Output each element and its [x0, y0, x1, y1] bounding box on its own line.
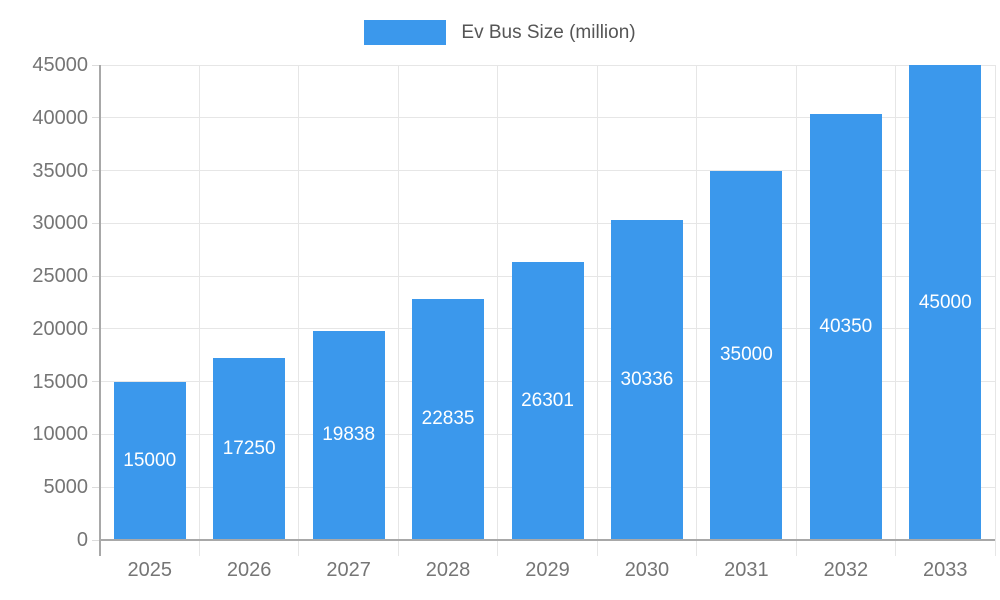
- x-axis-label: 2025: [127, 559, 172, 581]
- bar[interactable]: 35000: [710, 170, 783, 540]
- y-axis-label: 25000: [32, 265, 88, 288]
- bar-value-label: 40350: [819, 316, 873, 338]
- legend-item[interactable]: Ev Bus Size (million): [364, 20, 636, 45]
- bar-value-label: 45000: [918, 291, 972, 313]
- y-axis-label: 35000: [32, 159, 88, 182]
- x-axis-label: 2030: [624, 559, 670, 581]
- x-axis-line: [100, 539, 995, 541]
- bar[interactable]: 17250: [213, 357, 286, 540]
- bar-value-label: 19838: [322, 424, 376, 446]
- h-gridline: [100, 170, 995, 172]
- bar[interactable]: 30336: [610, 219, 683, 540]
- y-axis-label: 45000: [32, 54, 88, 76]
- bar-value-label: 35000: [719, 344, 773, 366]
- y-axis-tick: [92, 64, 100, 66]
- y-axis-tick: [92, 381, 100, 383]
- bar-value-label: 22835: [421, 408, 475, 430]
- y-axis-label: 0: [76, 529, 88, 551]
- v-gridline: [298, 65, 300, 556]
- x-axis-label: 2032: [823, 559, 869, 581]
- y-axis-tick: [92, 486, 100, 488]
- y-axis-tick: [92, 170, 100, 172]
- v-gridline: [198, 65, 200, 556]
- y-axis-label: 5000: [43, 476, 89, 499]
- legend-label: Ev Bus Size (million): [461, 21, 636, 43]
- v-gridline: [596, 65, 598, 556]
- h-gridline: [100, 117, 995, 119]
- v-gridline: [397, 65, 399, 556]
- y-axis-label: 10000: [32, 423, 88, 446]
- v-gridline: [795, 65, 797, 556]
- x-axis-label: 2028: [425, 559, 471, 581]
- legend: Ev Bus Size (million): [0, 20, 1000, 45]
- y-axis-tick: [92, 433, 100, 435]
- y-axis-tick: [92, 539, 100, 541]
- y-axis-label: 40000: [32, 106, 88, 129]
- x-axis-label: 2033: [923, 559, 968, 581]
- bar-value-label: 30336: [620, 368, 674, 390]
- y-axis-line: [99, 65, 101, 556]
- bar[interactable]: 45000: [909, 65, 982, 540]
- y-axis-label: 20000: [32, 317, 88, 340]
- bar[interactable]: 22835: [412, 298, 485, 540]
- x-axis-label: 2027: [326, 559, 371, 581]
- y-axis-tick: [92, 222, 100, 224]
- bar-value-label: 26301: [521, 390, 574, 412]
- bar[interactable]: 26301: [511, 262, 584, 540]
- bar-value-label: 15000: [123, 449, 177, 471]
- v-gridline: [696, 65, 698, 556]
- x-axis-label: 2031: [724, 559, 769, 581]
- v-gridline: [994, 65, 996, 556]
- bar-value-label: 17250: [222, 437, 276, 459]
- bar[interactable]: 40350: [809, 114, 882, 540]
- h-gridline: [100, 64, 995, 66]
- legend-swatch: [364, 20, 447, 45]
- v-gridline: [497, 65, 499, 556]
- v-gridline: [895, 65, 897, 556]
- bar[interactable]: 19838: [312, 330, 385, 540]
- y-axis-tick: [92, 328, 100, 330]
- bar[interactable]: 15000: [113, 381, 186, 540]
- y-axis-label: 15000: [32, 370, 88, 393]
- h-gridline: [100, 222, 995, 224]
- x-axis-label: 2026: [226, 559, 272, 581]
- y-axis-tick: [92, 275, 100, 277]
- y-axis-tick: [92, 117, 100, 119]
- x-axis-label: 2029: [525, 559, 570, 581]
- y-axis-label: 30000: [32, 212, 88, 235]
